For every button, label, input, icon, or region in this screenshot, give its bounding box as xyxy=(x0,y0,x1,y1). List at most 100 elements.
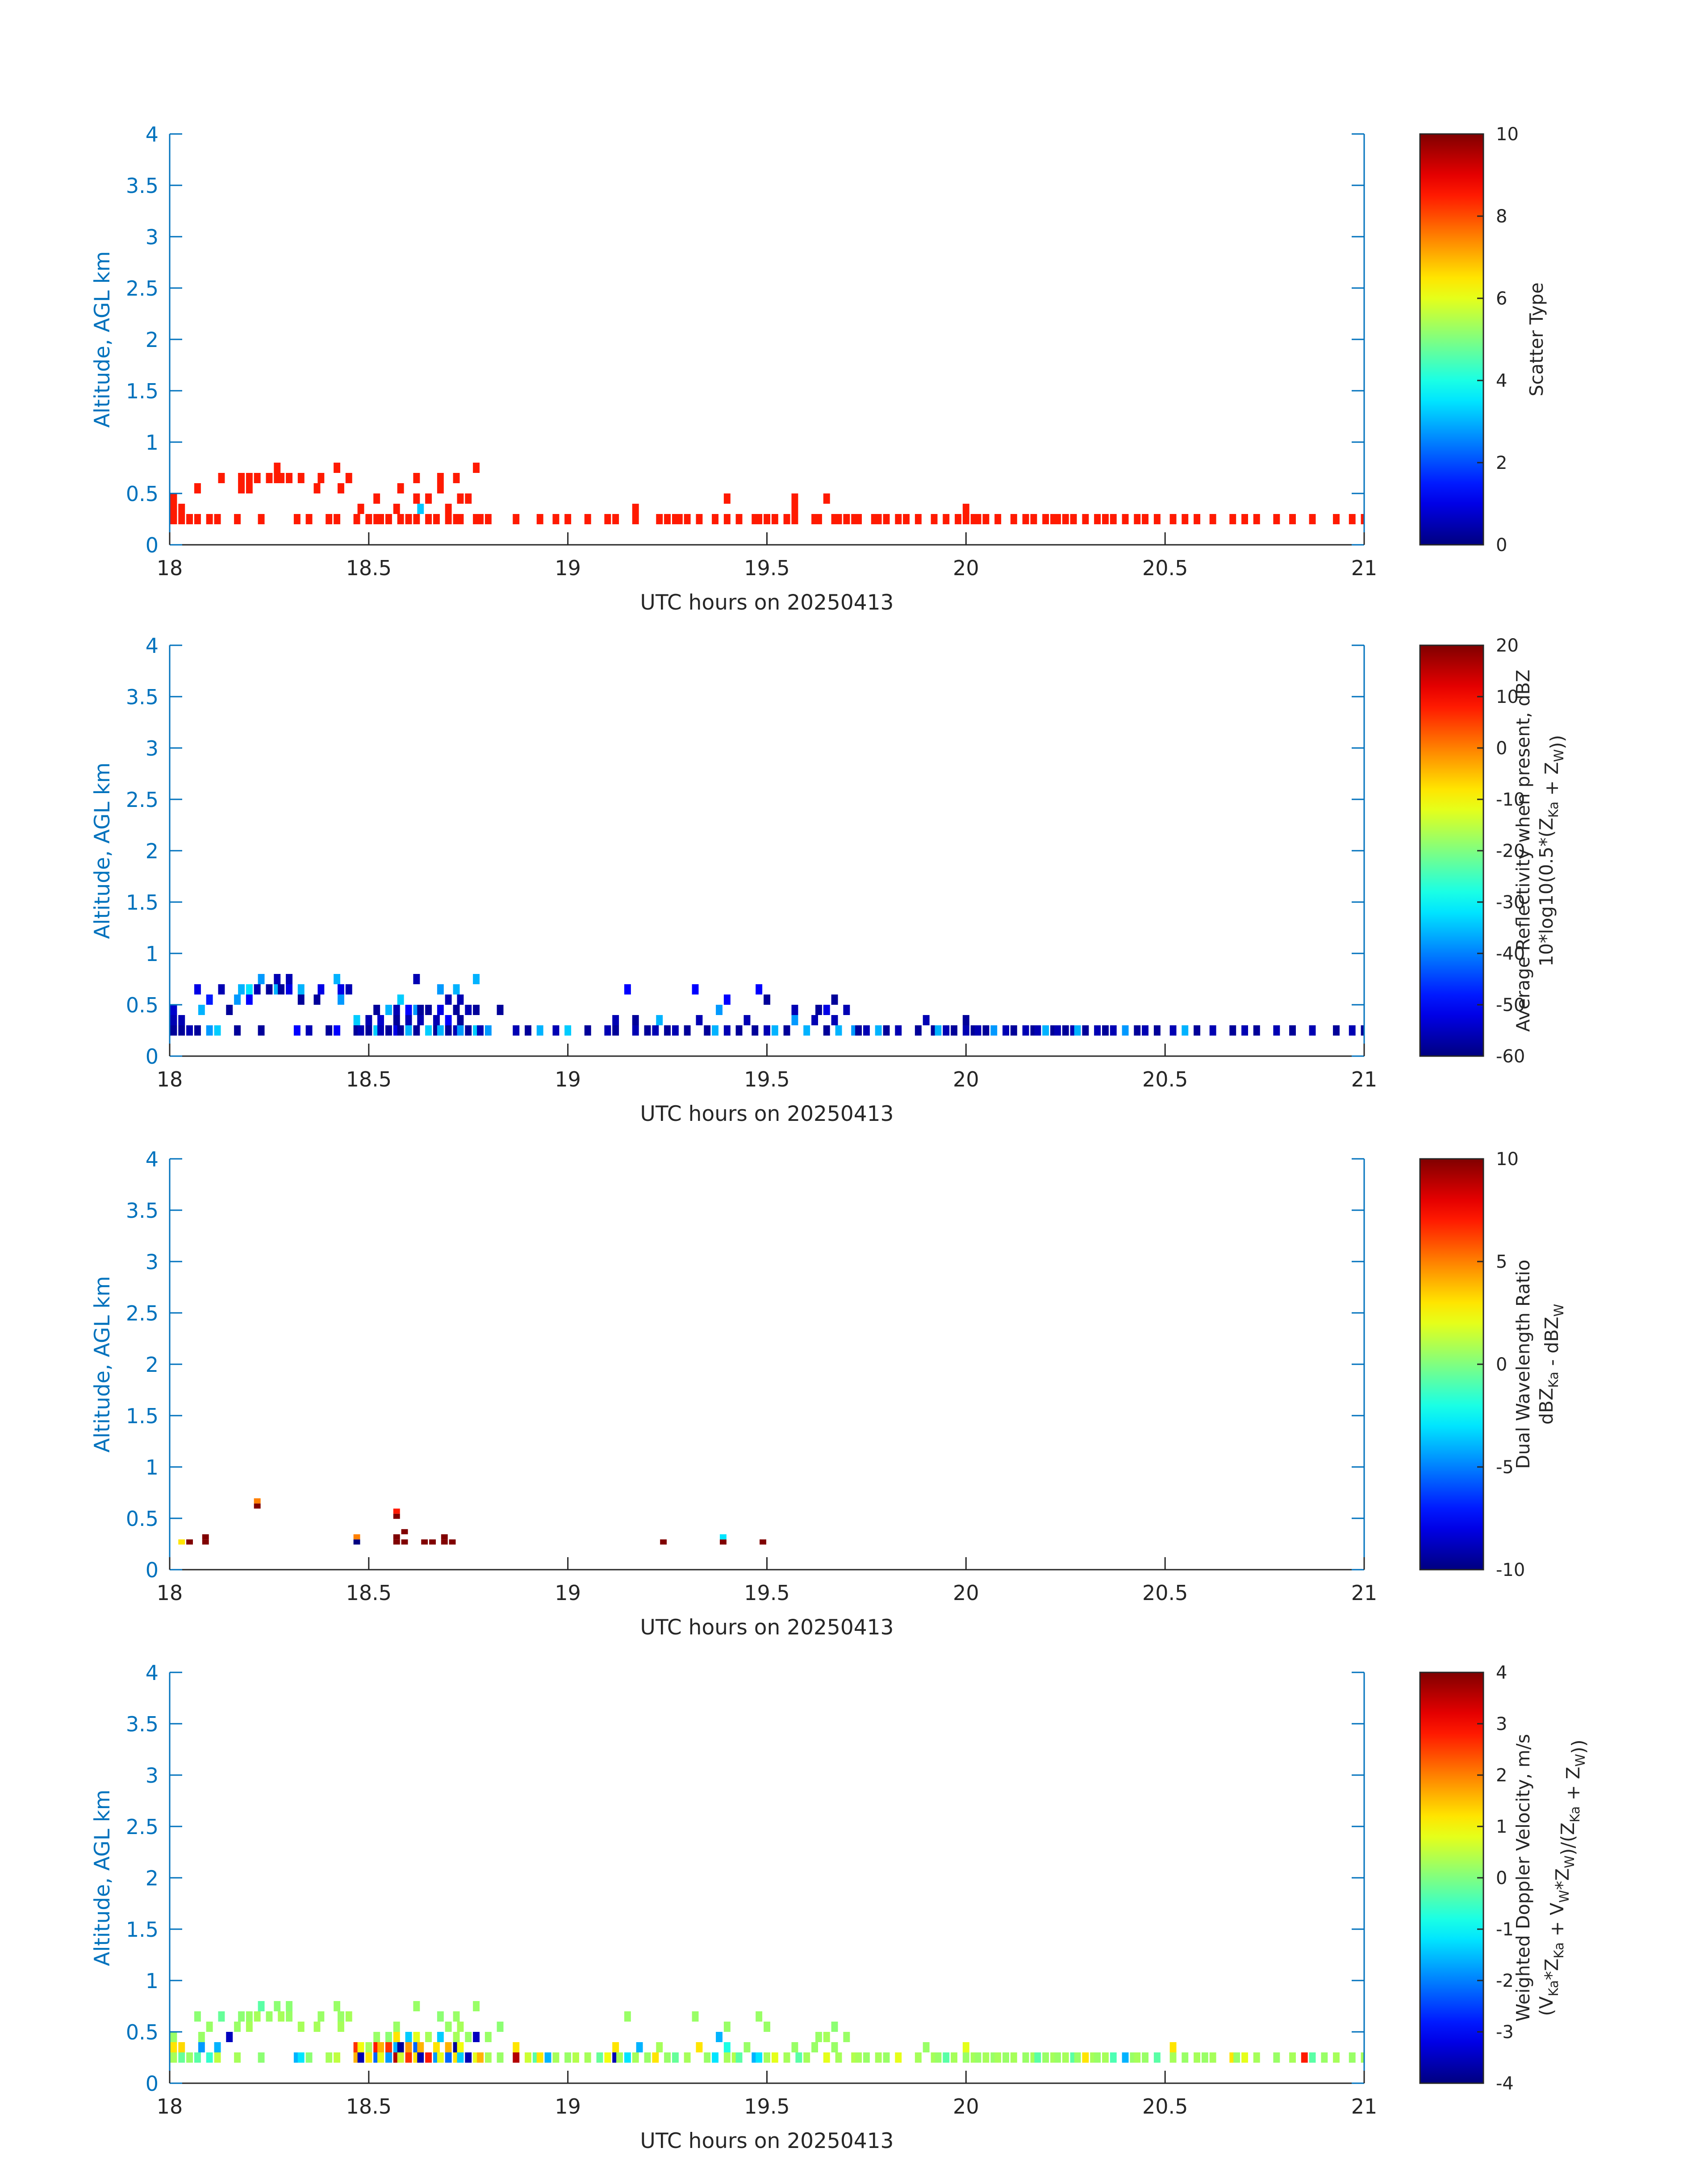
heatmap-cell xyxy=(612,1025,619,1036)
heatmap-cell xyxy=(1034,1025,1041,1036)
heatmap-cell xyxy=(484,2032,492,2042)
heatmap-cell xyxy=(536,514,543,524)
heatmap-cell xyxy=(445,504,452,514)
heatmap-cell xyxy=(756,514,763,524)
y-tick-label: 0.5 xyxy=(126,2020,159,2044)
heatmap-cell xyxy=(497,2022,504,2032)
colorbar-tick-label: 10 xyxy=(1496,1149,1519,1170)
heatmap-cell xyxy=(1010,514,1017,524)
heatmap-cell xyxy=(286,2001,292,2011)
heatmap-cell xyxy=(278,473,285,483)
heatmap-cell xyxy=(513,2042,520,2052)
heatmap-cell xyxy=(238,984,245,994)
heatmap-cell xyxy=(604,2052,611,2063)
heatmap-cell xyxy=(365,514,372,524)
heatmap-cell xyxy=(373,493,380,504)
heatmap-cell xyxy=(791,504,798,514)
heatmap-cell xyxy=(915,1025,922,1036)
heatmap-cell xyxy=(214,2042,221,2052)
colorbar-tick-label: 2 xyxy=(1496,453,1507,473)
heatmap-cell xyxy=(437,984,444,994)
heatmap-cell xyxy=(931,514,938,524)
heatmap-cell xyxy=(206,2022,213,2032)
heatmap-cell xyxy=(194,514,201,524)
heatmap-cell xyxy=(338,483,344,493)
heatmap-cell xyxy=(1153,2052,1161,2063)
heatmap-cell xyxy=(935,2052,942,2063)
heatmap-cell xyxy=(735,2052,743,2063)
y-tick-label: 3.5 xyxy=(126,174,159,198)
heatmap-cell xyxy=(664,1025,671,1036)
heatmap-cell xyxy=(823,1025,830,1036)
heatmap-cell xyxy=(465,493,472,504)
heatmap-cell xyxy=(1209,1025,1216,1036)
heatmap-cell xyxy=(1022,514,1029,524)
heatmap-cell xyxy=(258,514,265,524)
y-tick-label: 0.5 xyxy=(126,482,159,506)
y-tick-label: 1 xyxy=(146,1455,159,1479)
heatmap-cell xyxy=(1349,2052,1356,2063)
heatmap-cell xyxy=(823,2052,830,2063)
heatmap-cell xyxy=(198,1005,205,1015)
heatmap-cell xyxy=(497,2052,504,2063)
heatmap-cell xyxy=(923,1015,930,1025)
heatmap-cell xyxy=(536,2052,543,2063)
heatmap-cells xyxy=(170,974,1364,1036)
heatmap-cell xyxy=(875,2052,882,2063)
heatmap-cell xyxy=(664,514,671,524)
heatmap-cell xyxy=(696,514,703,524)
heatmap-cell xyxy=(692,984,699,994)
heatmap-cell xyxy=(385,2052,392,2063)
heatmap-cell xyxy=(1094,1025,1101,1036)
heatmap-cell xyxy=(915,2052,922,2063)
heatmap-cell xyxy=(425,1025,432,1036)
heatmap-cell xyxy=(393,1534,400,1540)
heatmap-cell xyxy=(815,514,822,524)
heatmap-cell xyxy=(377,1015,384,1025)
heatmap-cell xyxy=(835,2052,842,2063)
heatmap-cell xyxy=(293,514,301,524)
y-tick-label: 4 xyxy=(146,634,159,658)
heatmap-cell xyxy=(473,974,480,984)
heatmap-cell xyxy=(473,2001,480,2011)
heatmap-cell xyxy=(365,1025,372,1036)
heatmap-cell xyxy=(286,473,292,483)
x-tick-label: 21 xyxy=(1351,556,1378,580)
heatmap-cell xyxy=(831,994,838,1005)
heatmap-cell xyxy=(723,514,731,524)
heatmap-cell xyxy=(552,1025,560,1036)
heatmap-cell xyxy=(1142,2052,1148,2063)
colorbar: 0 2 4 6 8 10 Scatter Type xyxy=(1419,124,1547,556)
heatmap-cell xyxy=(692,2011,699,2022)
heatmap-cell xyxy=(923,2042,930,2052)
y-tick-label: 3.5 xyxy=(126,1199,159,1223)
heatmap-cell xyxy=(1309,2052,1316,2063)
x-tick-label: 18.5 xyxy=(346,1581,392,1605)
x-axis-label: UTC hours on 20250413 xyxy=(640,1615,894,1640)
heatmap-cell xyxy=(178,1025,185,1036)
heatmap-cell xyxy=(457,514,464,524)
colorbar-tick-label: 1 xyxy=(1496,1817,1507,1837)
y-tick-label: 1.5 xyxy=(126,890,159,915)
heatmap-cell xyxy=(616,2052,623,2063)
x-tick-label: 18 xyxy=(157,2094,183,2119)
y-tick-label: 2 xyxy=(146,1353,159,1377)
heatmap-cell xyxy=(484,1025,492,1036)
colorbar-tick-label: 5 xyxy=(1496,1252,1507,1272)
heatmap-cell xyxy=(1349,1025,1356,1036)
heatmap-cell xyxy=(1062,2052,1069,2063)
heatmap-cell xyxy=(413,473,420,483)
heatmap-cell xyxy=(178,1539,185,1545)
heatmap-cells xyxy=(170,463,1364,524)
heatmap-cell xyxy=(756,984,763,994)
x-tick-label: 21 xyxy=(1351,1581,1378,1605)
colorbar-label: dBZKa - dBZW xyxy=(1536,1304,1566,1425)
heatmap-cell xyxy=(393,1005,400,1015)
heatmap-cell xyxy=(656,2042,663,2052)
heatmap-cell xyxy=(962,504,969,514)
heatmap-cell xyxy=(835,514,842,524)
heatmap-cell xyxy=(1169,1025,1177,1036)
colorbar-label: (VKa*ZKa + VW*ZW)/(ZKa + ZW)) xyxy=(1536,1739,1589,2016)
panel-dual-wavelength-ratio: 0 0.5 1 1.5 2 2.5 3 3.5 4 18 18.5 19 19.5 20 20.5 21 UTC… xyxy=(90,1147,1566,1640)
heatmap-cell xyxy=(803,2052,810,2063)
